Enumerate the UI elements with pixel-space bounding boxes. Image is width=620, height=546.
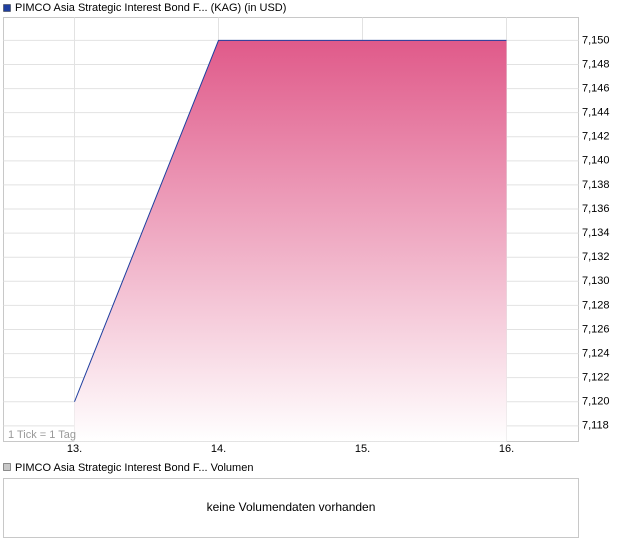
x-tick-label: 13. (67, 443, 82, 455)
volume-frame (3, 478, 579, 538)
y-tick-label: 7,130 (582, 275, 610, 287)
legend-swatch (3, 463, 11, 471)
line (74, 39, 507, 402)
y-tick-label: 7,136 (582, 203, 610, 215)
y-tick-label: 7,120 (582, 396, 610, 408)
y-tick-label: 7,144 (582, 107, 610, 119)
y-tick-label: 7,118 (582, 420, 609, 432)
y-tick-label: 7,142 (582, 131, 610, 143)
y-tick-label: 7,126 (582, 323, 610, 335)
area (74, 40, 507, 442)
y-tick-label: 7,138 (582, 179, 610, 191)
x-tick-label: 15. (355, 443, 370, 455)
x-tick-label: 14. (211, 443, 226, 455)
y-tick-label: 7,128 (582, 299, 610, 311)
x-tick-label: 16. (499, 443, 514, 455)
volume-message: keine Volumendaten vorhanden (207, 500, 376, 514)
y-tick-label: 7,134 (582, 227, 610, 239)
legend-swatch (3, 4, 11, 12)
y-tick-label: 7,124 (582, 347, 610, 359)
y-tick-label: 7,140 (582, 155, 610, 167)
y-tick-label: 7,148 (582, 58, 610, 70)
chart-title: PIMCO Asia Strategic Interest Bond F... … (15, 2, 286, 14)
tick-note: 1 Tick = 1 Tag (8, 429, 76, 441)
y-tick-label: 7,132 (582, 251, 610, 263)
y-tick-label: 7,146 (582, 82, 610, 94)
y-tick-label: 7,150 (582, 34, 610, 46)
volume-title: PIMCO Asia Strategic Interest Bond F... … (15, 462, 253, 474)
y-tick-label: 7,122 (582, 372, 610, 384)
